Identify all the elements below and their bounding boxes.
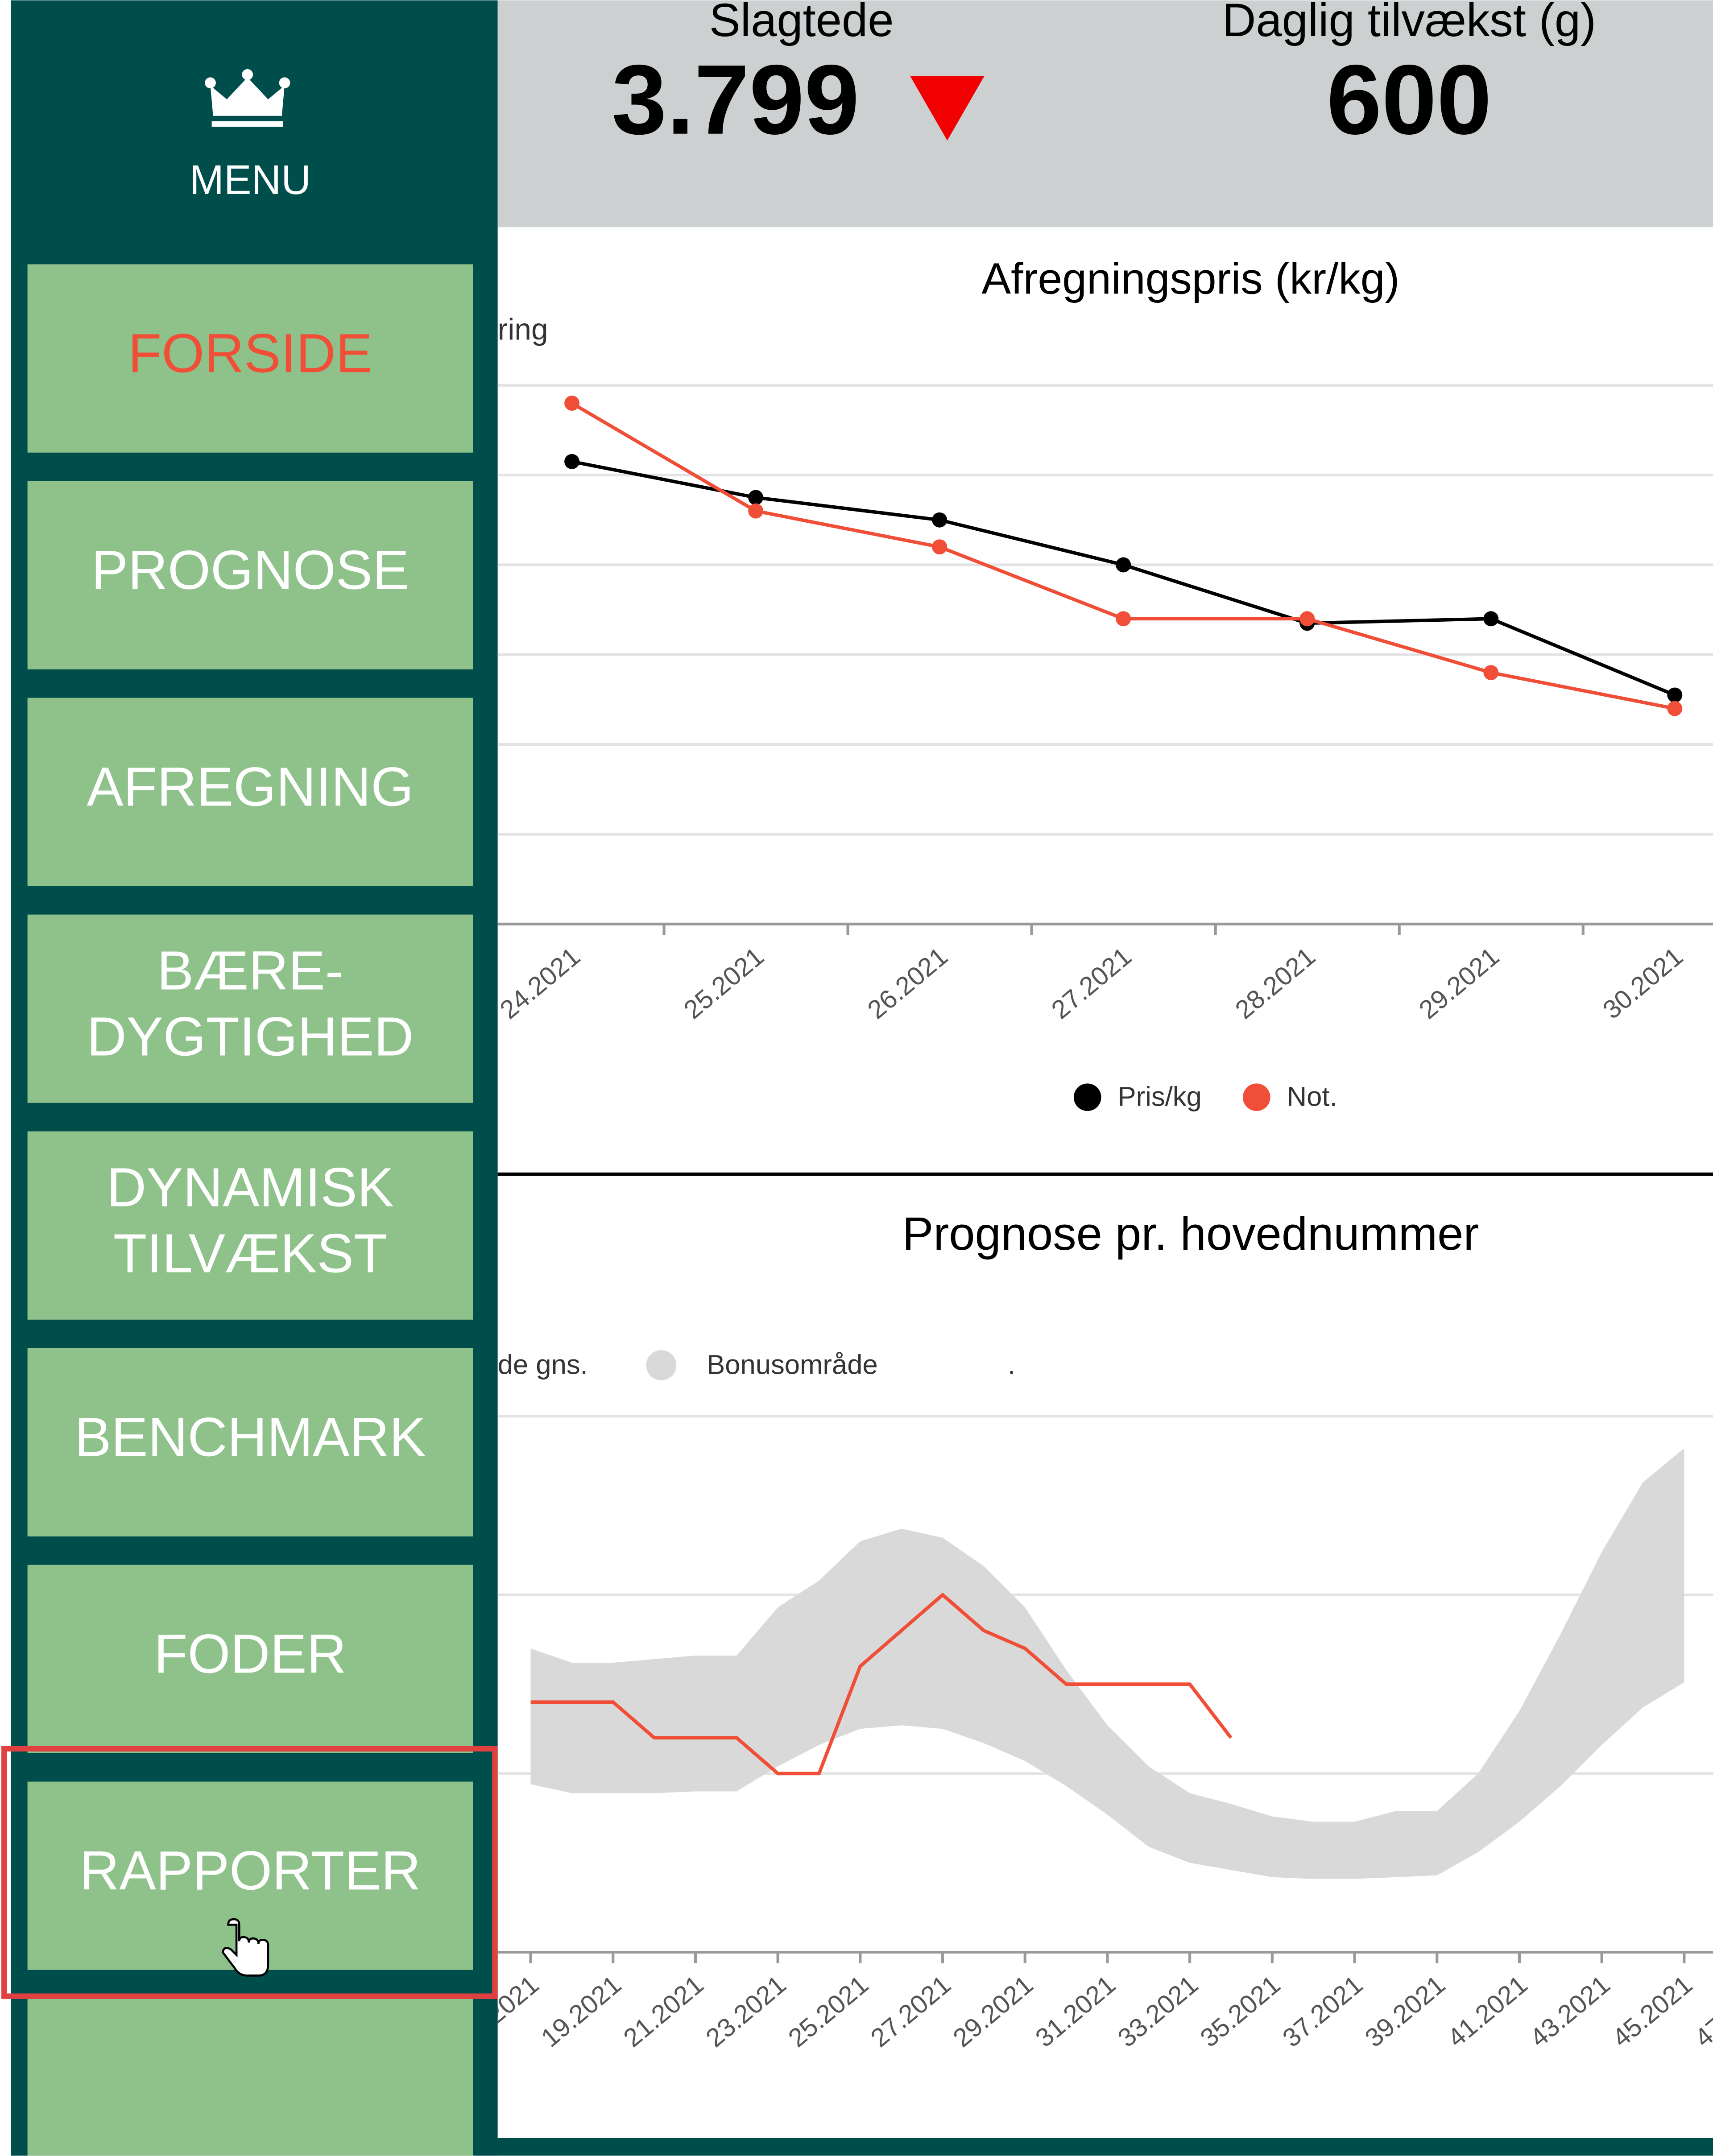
menu-button[interactable] — [27, 698, 473, 886]
menu-item[interactable]: RAPPORTER — [27, 1781, 473, 1970]
menu: FORSIDEPROGNOSEAFREGNINGBÆRE-DYGTIGHEDDY… — [27, 264, 473, 2156]
legend-label: Pris/kg — [1118, 1082, 1202, 1112]
crown-dot — [205, 77, 216, 89]
menu-label[interactable]: RAPPORTER — [79, 1840, 421, 1902]
kpi-value: 3.799 — [612, 45, 859, 155]
menu-label[interactable]: FODER — [154, 1623, 346, 1685]
bonus-band — [530, 1448, 1684, 1879]
chart-title: Prognose pr. hovednummer — [902, 1208, 1479, 1260]
menu-label[interactable]: DYNAMISK — [107, 1157, 394, 1218]
menu-button[interactable] — [27, 1996, 473, 2156]
crown-dot — [242, 69, 253, 80]
kpi-value: 600 — [1327, 45, 1492, 155]
legend-label: Not. — [1287, 1082, 1337, 1112]
menu-item[interactable]: FODER — [27, 1565, 473, 1753]
chart-title: Afregningspris (kr/kg) — [981, 254, 1399, 303]
legend-marker — [1073, 1083, 1101, 1111]
data-point — [1667, 687, 1683, 703]
data-point — [564, 396, 580, 411]
menu-button[interactable] — [27, 1565, 473, 1753]
crown-dot — [279, 77, 290, 89]
highlight-box — [1, 1746, 498, 1999]
data-point — [748, 503, 764, 519]
legend-marker — [646, 1350, 677, 1381]
menu-item[interactable]: PROGNOSE — [27, 481, 473, 669]
kpi-header — [497, 0, 1713, 227]
data-point — [1116, 557, 1131, 573]
menu-button[interactable] — [27, 481, 473, 669]
data-point — [1667, 701, 1683, 716]
data-point — [1483, 611, 1499, 627]
data-point — [564, 454, 580, 469]
bottom-strip — [476, 2138, 1713, 2156]
menu-item[interactable]: AFREGNING — [27, 698, 473, 886]
kpi-label: Daglig tilvækst (g) — [1222, 0, 1596, 46]
menu-title: MENU — [190, 157, 311, 203]
menu-button[interactable] — [27, 264, 473, 453]
menu-button[interactable] — [27, 1348, 473, 1536]
menu-label[interactable]: BENCHMARK — [74, 1407, 426, 1468]
legend-label: Bonusområde — [707, 1349, 878, 1380]
menu-item[interactable]: FORSIDE — [27, 264, 473, 453]
cursor — [221, 1918, 269, 1977]
legend-label: . — [1008, 1349, 1015, 1380]
menu-label[interactable]: AFREGNING — [87, 756, 414, 818]
menu-item[interactable]: BENCHMARK — [27, 1348, 473, 1536]
menu-button[interactable] — [27, 914, 473, 1103]
menu-label[interactable]: FORSIDE — [128, 323, 372, 384]
data-point — [932, 512, 948, 528]
menu-button[interactable] — [27, 1131, 473, 1320]
menu-label[interactable]: TILVÆKST — [113, 1223, 387, 1285]
menu-label[interactable]: PROGNOSE — [91, 540, 409, 601]
kpi-label: Slagtede — [709, 0, 894, 46]
data-point — [1299, 611, 1315, 627]
menu-label[interactable]: BÆRE- — [157, 940, 343, 1002]
trend-down — [910, 76, 985, 141]
data-point — [932, 539, 948, 555]
legend-label: de gns. — [498, 1349, 588, 1380]
legend-fragment: ring — [498, 313, 548, 346]
legend-marker — [1243, 1083, 1270, 1111]
series-line — [530, 1592, 1233, 1776]
data-point — [748, 490, 764, 505]
data-point — [1483, 665, 1499, 681]
crown-icon — [210, 77, 285, 127]
menu-label[interactable]: DYGTIGHED — [87, 1006, 414, 1068]
menu-item[interactable]: BÆRE-DYGTIGHED — [27, 914, 473, 1103]
data-point — [1116, 611, 1131, 627]
